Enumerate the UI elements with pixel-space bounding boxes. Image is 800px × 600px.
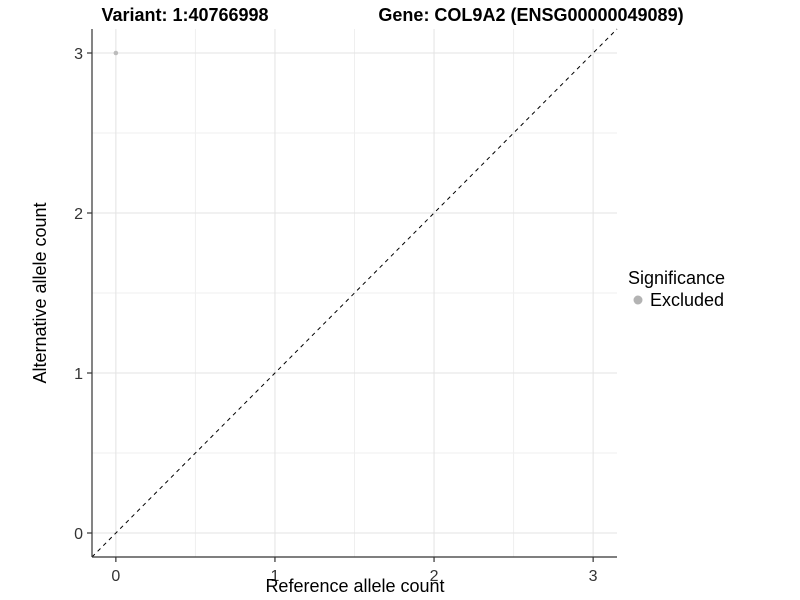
data-point <box>113 50 119 56</box>
x-axis-title: Reference allele count <box>265 576 444 596</box>
y-tick-label: 2 <box>74 206 83 223</box>
y-axis-title: Alternative allele count <box>30 202 50 383</box>
y-tick-label: 1 <box>74 366 83 383</box>
x-tick-label: 0 <box>111 568 120 585</box>
y-tick-label: 3 <box>74 46 83 63</box>
x-tick-label: 2 <box>430 568 439 585</box>
plot-title-gene: Gene: COL9A2 (ENSG00000049089) <box>378 5 683 25</box>
legend-point-icon <box>633 295 643 305</box>
x-tick-label: 3 <box>589 568 598 585</box>
plot-title-variant: Variant: 1:40766998 <box>101 5 268 25</box>
x-tick-label: 1 <box>271 568 280 585</box>
legend: Significance Excluded <box>628 268 725 310</box>
legend-entry-label: Excluded <box>650 290 724 310</box>
plot-panel: 0 1 2 3 0 1 2 3 <box>74 28 618 585</box>
y-tick-label: 0 <box>74 526 83 543</box>
legend-title: Significance <box>628 268 725 288</box>
